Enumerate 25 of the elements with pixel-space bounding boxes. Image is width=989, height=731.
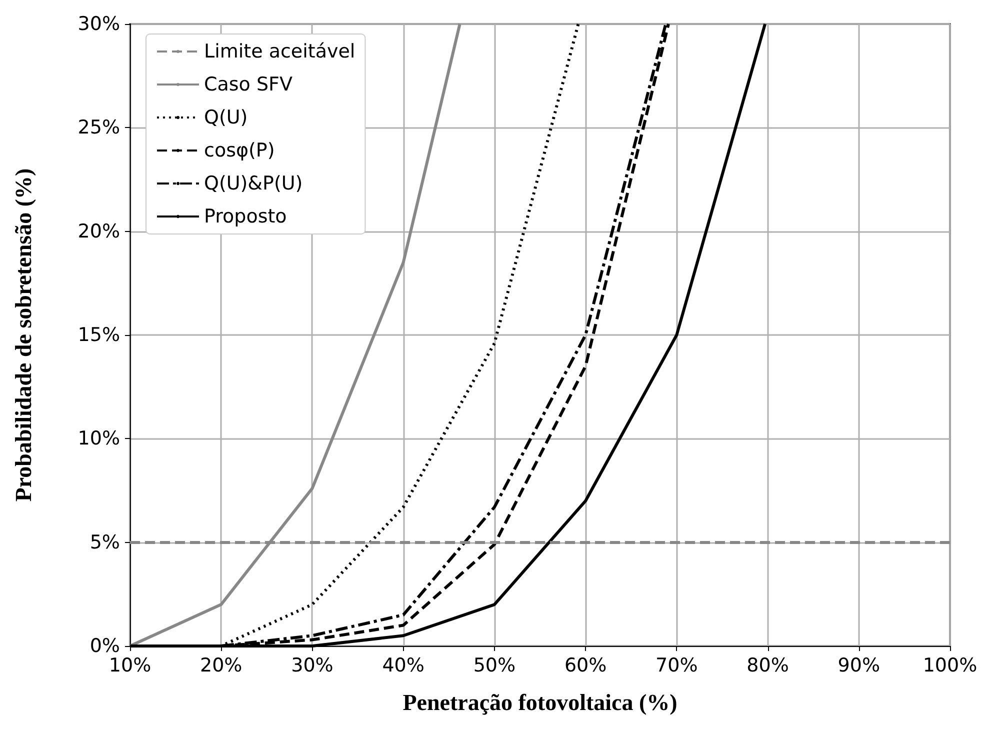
y-tick-label: 10% bbox=[78, 428, 120, 450]
x-tick-label: 60% bbox=[564, 654, 607, 676]
x-tick-label: 10% bbox=[108, 654, 152, 676]
x-tick-label: 70% bbox=[656, 654, 698, 676]
legend-label: Q(U)&P(U) bbox=[204, 172, 303, 194]
legend-label: Q(U) bbox=[204, 106, 248, 128]
y-tick-label: 0% bbox=[90, 635, 120, 657]
legend-label: cosφ(P) bbox=[204, 140, 275, 162]
y-tick-label: 15% bbox=[78, 324, 120, 346]
y-tick-label: 30% bbox=[78, 13, 120, 35]
x-tick-label: 100% bbox=[922, 654, 978, 676]
y-axis-title: Probabilidade de sobretensão (%) bbox=[11, 168, 36, 502]
legend-label: Caso SFV bbox=[204, 74, 292, 96]
x-tick-label: 30% bbox=[291, 654, 334, 676]
x-tick-label: 20% bbox=[200, 654, 242, 676]
x-axis-title: Penetração fotovoltaica (%) bbox=[402, 690, 678, 715]
x-tick-label: 90% bbox=[838, 654, 880, 676]
legend-label: Proposto bbox=[204, 206, 287, 228]
x-tick-label: 80% bbox=[746, 654, 789, 676]
y-tick-label: 5% bbox=[90, 531, 120, 554]
legend-label: Limite aceitável bbox=[204, 40, 356, 62]
y-tick-label: 25% bbox=[78, 116, 120, 139]
x-tick-label: 40% bbox=[382, 654, 424, 676]
y-tick-label: 20% bbox=[78, 220, 120, 242]
x-tick-label: 50% bbox=[473, 654, 516, 676]
